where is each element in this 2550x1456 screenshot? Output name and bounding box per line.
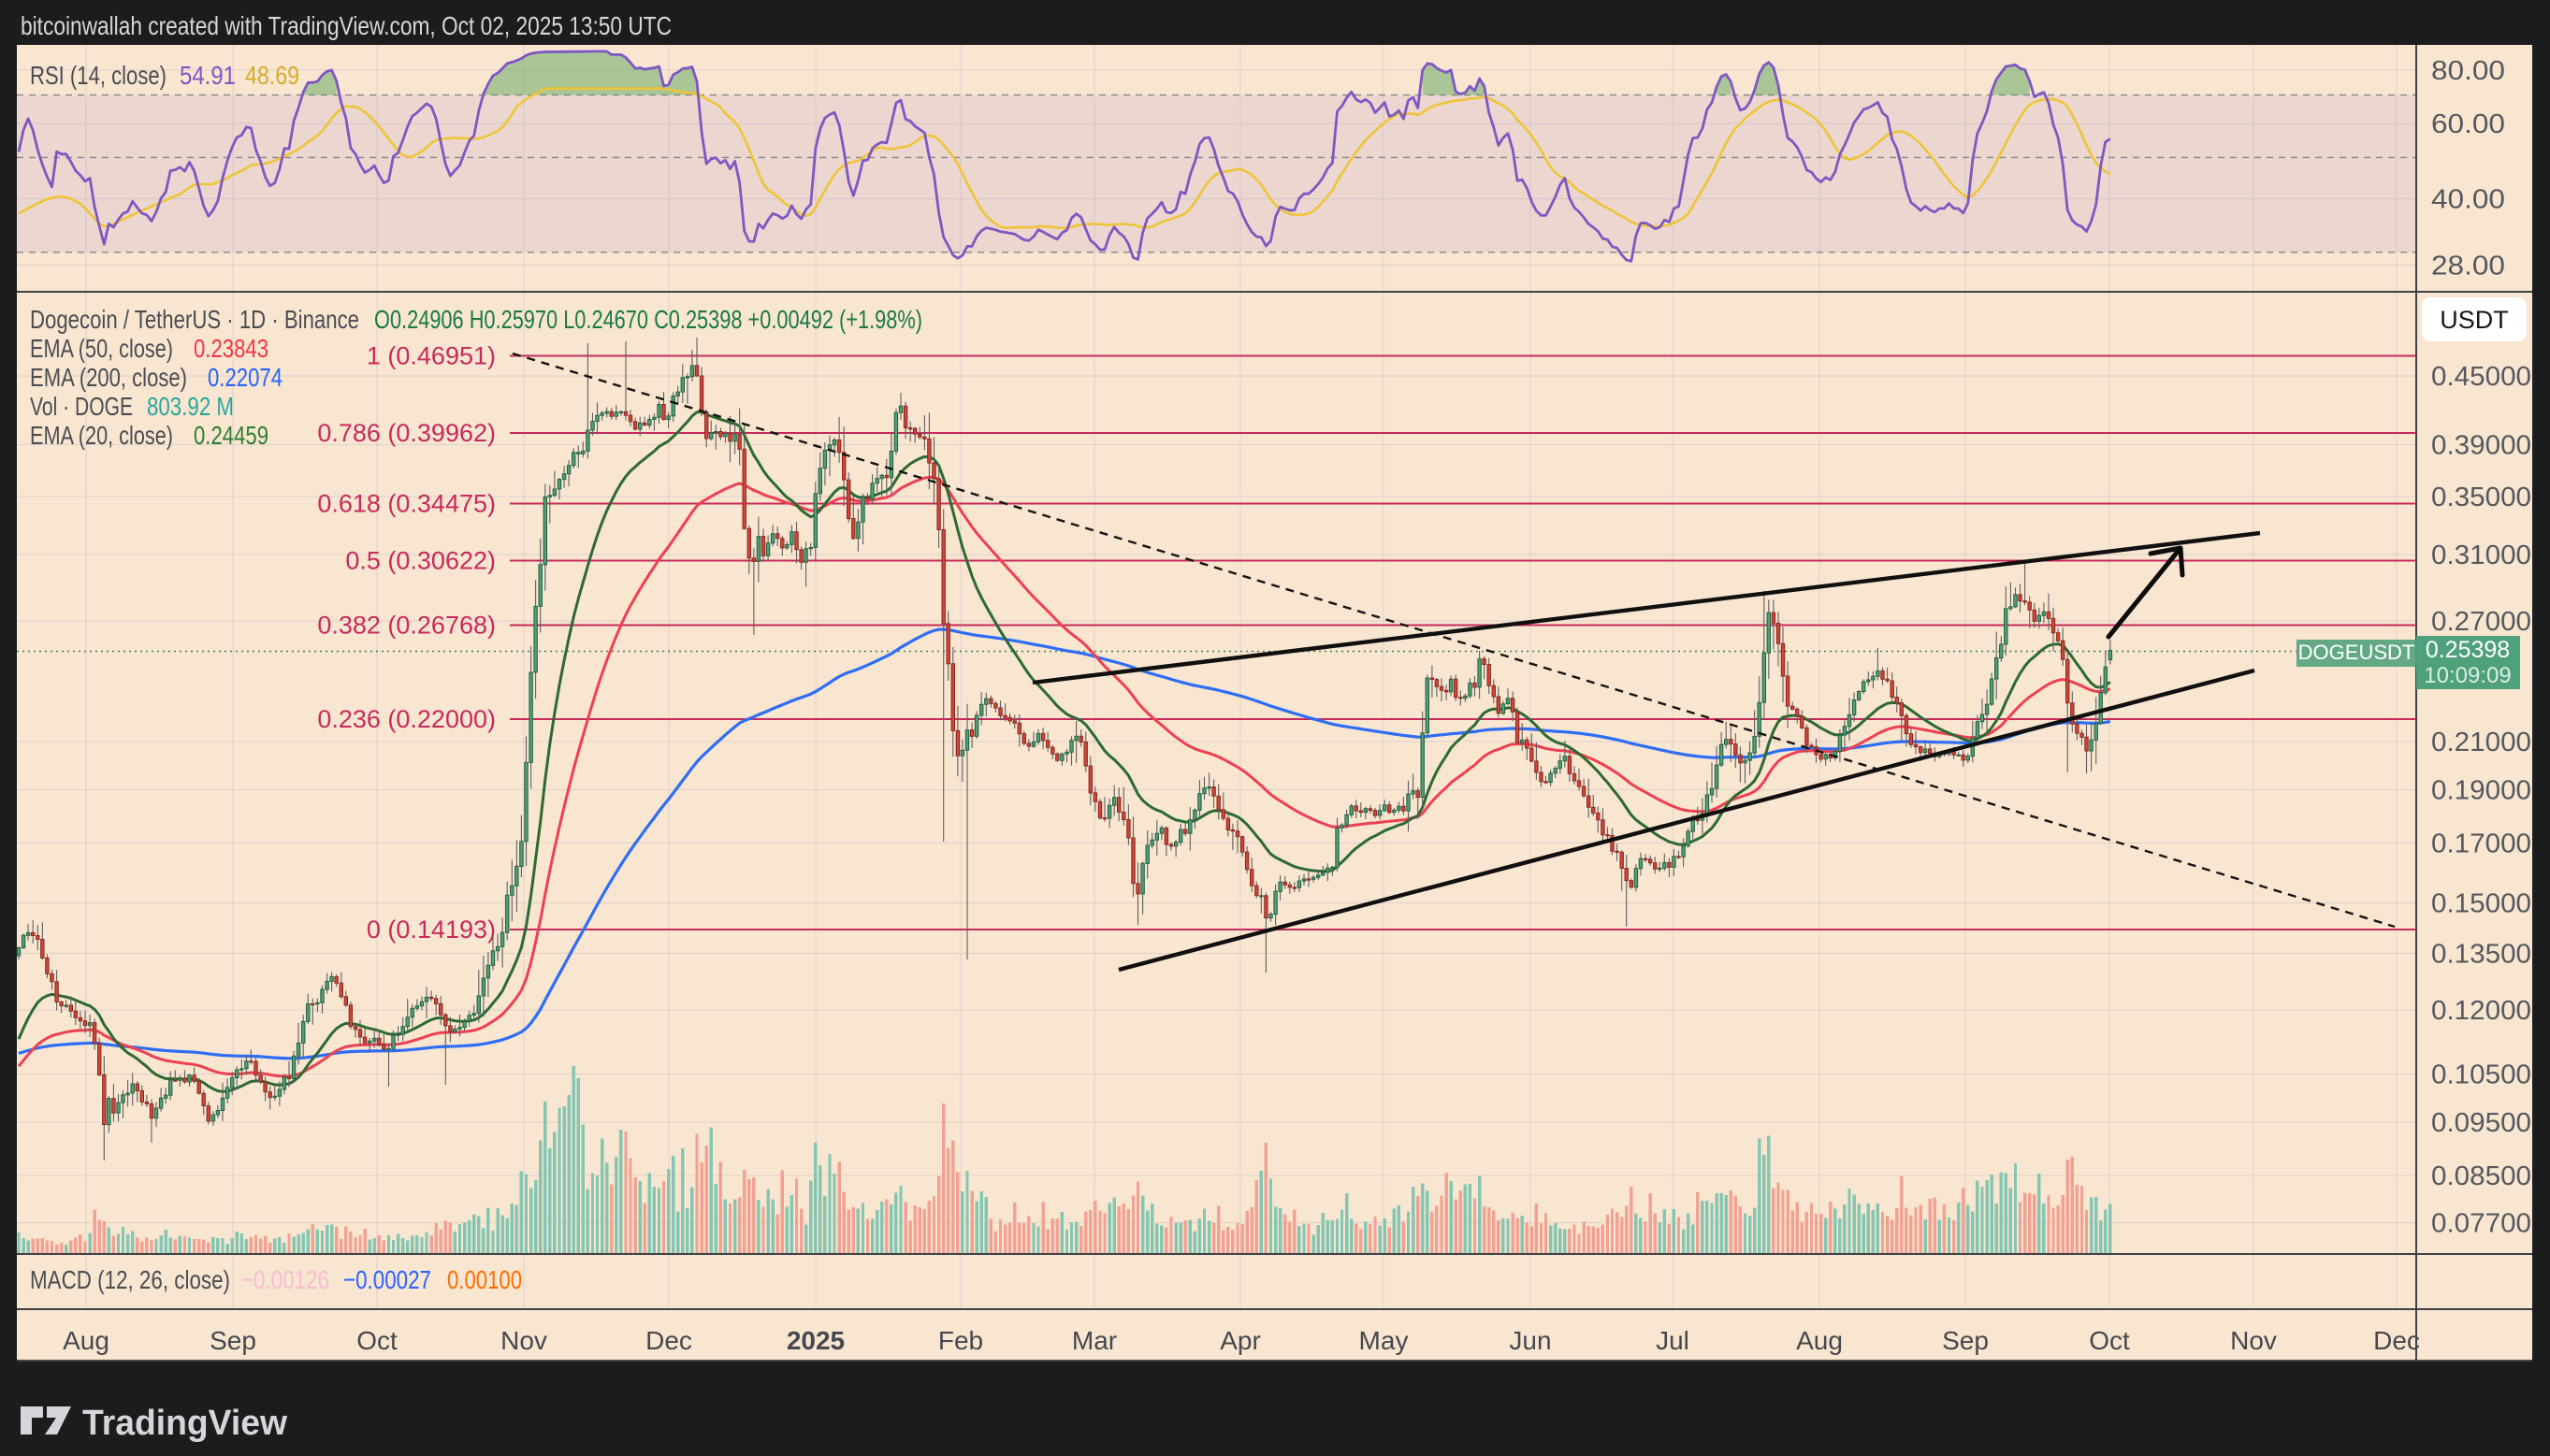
svg-text:Sep: Sep	[210, 1326, 256, 1355]
svg-text:0.618 (0.34475): 0.618 (0.34475)	[317, 490, 496, 518]
svg-text:EMA (50, close): EMA (50, close)	[30, 334, 173, 363]
svg-text:EMA (200, close): EMA (200, close)	[30, 363, 187, 392]
svg-text:40.00: 40.00	[2431, 185, 2505, 215]
svg-text:Dec: Dec	[645, 1326, 692, 1355]
svg-text:0.08500: 0.08500	[2431, 1161, 2531, 1191]
svg-text:0 (0.14193): 0 (0.14193)	[367, 915, 496, 944]
svg-text:Feb: Feb	[938, 1326, 983, 1355]
svg-text:0.382 (0.26768): 0.382 (0.26768)	[317, 612, 496, 640]
svg-text:0.17000: 0.17000	[2431, 829, 2531, 858]
svg-text:0.07700: 0.07700	[2431, 1209, 2531, 1239]
svg-text:DOGEUSDT: DOGEUSDT	[2298, 641, 2415, 664]
svg-text:2025: 2025	[787, 1326, 845, 1355]
svg-text:0.786 (0.39962): 0.786 (0.39962)	[317, 419, 496, 447]
svg-text:60.00: 60.00	[2431, 109, 2505, 139]
svg-text:28.00: 28.00	[2431, 252, 2505, 281]
svg-text:80.00: 80.00	[2431, 56, 2505, 86]
svg-text:−0.00126: −0.00126	[241, 1265, 329, 1294]
svg-text:TradingView: TradingView	[82, 1404, 287, 1443]
svg-text:0.39000: 0.39000	[2431, 430, 2531, 460]
svg-text:0.23843: 0.23843	[194, 334, 268, 363]
svg-text:0.13500: 0.13500	[2431, 940, 2531, 970]
svg-text:Mar: Mar	[1072, 1326, 1117, 1355]
svg-text:Apr: Apr	[1220, 1326, 1261, 1355]
svg-text:54.91: 54.91	[180, 61, 236, 90]
svg-text:0.45000: 0.45000	[2431, 362, 2531, 392]
svg-text:Jul: Jul	[1656, 1326, 1689, 1355]
svg-text:0.31000: 0.31000	[2431, 541, 2531, 570]
svg-text:0.21000: 0.21000	[2431, 728, 2531, 757]
svg-text:Sep: Sep	[1942, 1326, 1989, 1355]
svg-text:0.10500: 0.10500	[2431, 1060, 2531, 1090]
svg-text:0.09500: 0.09500	[2431, 1108, 2531, 1138]
svg-text:1 (0.46951): 1 (0.46951)	[367, 341, 496, 369]
svg-text:O0.24906 H0.25970 L0.24670: O0.24906 H0.25970 L0.24670 C0.25398 +0.0…	[374, 305, 922, 334]
svg-text:0.35000: 0.35000	[2431, 483, 2531, 512]
svg-text:0.25398: 0.25398	[2426, 637, 2510, 663]
svg-text:0.19000: 0.19000	[2431, 775, 2531, 805]
svg-text:bitcoinwallah created with Tra: bitcoinwallah created with TradingView.c…	[21, 11, 672, 40]
svg-text:−0.00027: −0.00027	[343, 1265, 431, 1294]
svg-text:EMA (20, close): EMA (20, close)	[30, 421, 173, 450]
svg-text:Nov: Nov	[2230, 1326, 2277, 1355]
svg-text:0.12000: 0.12000	[2431, 996, 2531, 1026]
svg-text:Vol · DOGE: Vol · DOGE	[30, 392, 133, 421]
svg-text:0.22074: 0.22074	[208, 363, 283, 392]
svg-text:Oct: Oct	[2089, 1326, 2130, 1355]
svg-text:Nov: Nov	[500, 1326, 547, 1355]
svg-text:Dec: Dec	[2373, 1326, 2420, 1355]
svg-text:10:09:09: 10:09:09	[2424, 663, 2511, 688]
svg-text:MACD (12, 26, close): MACD (12, 26, close)	[30, 1265, 230, 1294]
svg-text:Aug: Aug	[1796, 1326, 1843, 1355]
svg-text:48.69: 48.69	[245, 61, 299, 90]
svg-text:Dogecoin / TetherUS · 1D · Bin: Dogecoin / TetherUS · 1D · Binance	[30, 305, 359, 334]
svg-text:USDT: USDT	[2440, 306, 2509, 334]
svg-text:803.92 M: 803.92 M	[147, 392, 234, 421]
svg-text:Aug: Aug	[63, 1326, 109, 1355]
svg-text:0.236 (0.22000): 0.236 (0.22000)	[317, 705, 496, 733]
svg-text:0.24459: 0.24459	[194, 421, 268, 450]
svg-text:RSI (14, close): RSI (14, close)	[30, 61, 167, 90]
svg-text:0.15000: 0.15000	[2431, 889, 2531, 919]
svg-text:0.27000: 0.27000	[2431, 607, 2531, 637]
svg-text:0.5 (0.30622): 0.5 (0.30622)	[345, 547, 496, 575]
svg-text:May: May	[1359, 1326, 1409, 1355]
svg-text:Jun: Jun	[1509, 1326, 1551, 1355]
svg-text:0.00100: 0.00100	[447, 1265, 522, 1294]
svg-text:Oct: Oct	[356, 1326, 398, 1355]
